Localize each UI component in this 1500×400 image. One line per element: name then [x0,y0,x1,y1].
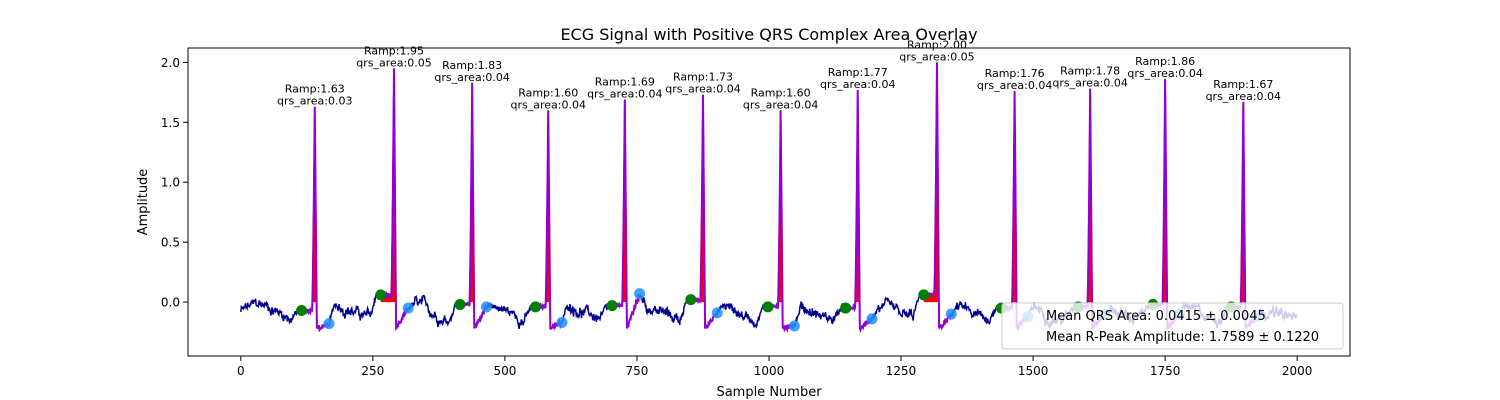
x-tick-label-750: 750 [626,364,649,378]
y-tick-label-4: 2.0 [161,56,180,70]
qrs-area-label-5: qrs_area:0.04 [587,88,662,101]
offset-marker-8 [866,313,878,325]
onset-marker-2 [375,289,387,301]
qrs-segment-line-8 [844,89,873,334]
legend: Mean QRS Area: 0.0415 ± 0.0045 Mean R-Pea… [1001,302,1344,350]
r-peak-amplitude-label-4: Ramp:1.60 [518,86,578,99]
onset-marker-1 [296,304,308,316]
r-peak-amplitude-label-10: Ramp:1.76 [985,67,1045,80]
r-peak-amplitude-label-13: Ramp:1.67 [1213,78,1273,91]
x-tick-label-1250: 1250 [886,364,917,378]
onset-marker-5 [606,300,618,312]
qrs-area-label-11: qrs_area:0.04 [1052,77,1127,90]
y-tick-label-1: 0.5 [161,236,180,250]
offset-marker-9 [945,308,957,320]
r-peak-amplitude-label-8: Ramp:1.77 [828,66,888,79]
y-tick-label-3: 1.5 [161,116,180,130]
qrs-area-label-10: qrs_area:0.04 [977,79,1052,92]
r-peak-amplitude-label-1: Ramp:1.63 [285,83,345,96]
r-peak-amplitude-label-12: Ramp:1.86 [1135,55,1195,68]
onset-marker-9 [918,289,930,301]
y-tick-label-2: 1.0 [161,176,180,190]
qrs-segment-line-12 [1152,79,1181,332]
x-axis-label: Sample Number [716,385,822,400]
qrs-area-label-7: qrs_area:0.04 [743,98,818,111]
legend-entry-2: Mean R-Peak Amplitude: 1.7589 ± 0.1220 [1046,330,1319,345]
r-peak-amplitude-label-3: Ramp:1.83 [442,59,502,72]
x-tick-label-1000: 1000 [754,364,785,378]
x-tick-label-500: 500 [493,364,516,378]
qrs-segment-line-3 [459,82,488,330]
offset-marker-6 [711,307,723,319]
x-tick-label-2000: 2000 [1282,364,1313,378]
onset-marker-3 [454,298,466,310]
qrs-area-label-9: qrs_area:0.05 [899,50,974,63]
chart-title: ECG Signal with Positive QRS Complex Are… [560,25,977,44]
onset-marker-4 [530,301,542,313]
offset-marker-4 [556,316,568,328]
r-peak-amplitude-label-6: Ramp:1.73 [673,71,733,84]
onset-marker-8 [840,302,852,314]
plot-area: Ramp:1.63qrs_area:0.03Ramp:1.95qrs_area:… [240,38,1298,334]
x-tick-label-0: 0 [237,364,245,378]
qrs-area-label-1: qrs_area:0.03 [277,95,352,108]
onset-marker-6 [685,294,697,306]
x-tick-label-1500: 1500 [1018,364,1049,378]
r-peak-amplitude-label-11: Ramp:1.78 [1060,65,1120,78]
x-tick-label-250: 250 [361,364,384,378]
axes: 0 250 500 750 1000 1250 1500 1750 2000 0.0 0.5 1.0 1… [161,56,1313,378]
qrs-area-label-6: qrs_area:0.04 [665,83,740,96]
qrs-segment-line-6 [690,94,719,329]
qrs-area-label-8: qrs_area:0.04 [820,78,895,91]
legend-entry-1: Mean QRS Area: 0.0415 ± 0.0045 [1046,309,1266,324]
r-peak-amplitude-label-7: Ramp:1.60 [751,86,811,99]
plot-clip-group [240,62,1298,334]
x-tick-label-1750: 1750 [1150,364,1181,378]
offset-marker-1 [323,318,335,330]
y-tick-label-0: 0.0 [161,296,180,310]
legend-box [1001,302,1344,350]
qrs-area-label-4: qrs_area:0.04 [510,98,585,111]
onset-marker-7 [762,301,774,313]
qrs-area-label-3: qrs_area:0.04 [434,71,509,84]
qrs-area-label-2: qrs_area:0.05 [356,56,431,69]
r-peak-amplitude-label-5: Ramp:1.69 [595,76,655,89]
qrs-area-label-12: qrs_area:0.04 [1127,67,1202,80]
offset-marker-7 [788,320,800,332]
offset-marker-2 [402,302,414,314]
qrs-segment-line-11 [1077,88,1106,330]
qrs-area-label-13: qrs_area:0.04 [1206,90,1281,103]
offset-marker-3 [480,301,492,313]
y-axis-label: Amplitude [136,169,151,236]
offset-marker-5 [634,288,646,300]
